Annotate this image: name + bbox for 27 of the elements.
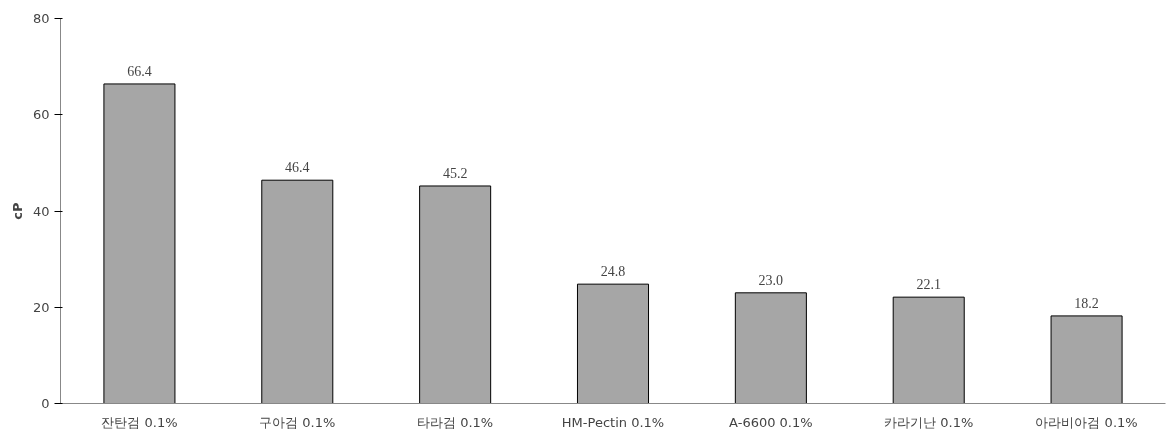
- bar: [419, 185, 492, 404]
- data-label: 24.8: [600, 264, 626, 280]
- y-tick-label: 60: [32, 107, 50, 123]
- bar: [734, 292, 807, 404]
- x-tick-label: 아라비아검 0.1%: [1035, 414, 1138, 430]
- x-tick-label: 카라기난 0.1%: [884, 414, 974, 430]
- bar: [576, 283, 650, 404]
- y-axis-title: cP: [9, 202, 25, 220]
- x-tick-label: 잔탄검 0.1%: [101, 414, 178, 430]
- y-tick-label: 80: [32, 11, 50, 26]
- bar: [892, 296, 965, 404]
- y-tick-label: 0: [41, 396, 50, 411]
- bar: [261, 179, 334, 404]
- bar: [1050, 315, 1123, 404]
- data-label: 22.1: [916, 277, 941, 293]
- data-label: 46.4: [285, 160, 310, 176]
- data-label: 18.2: [1074, 295, 1099, 311]
- y-tick-label: 40: [32, 203, 50, 219]
- x-tick-label: HM-Pectin 0.1%: [561, 414, 665, 430]
- data-label: 45.2: [442, 165, 468, 181]
- data-label: 66.4: [127, 63, 152, 79]
- y-tick-label: 20: [32, 299, 50, 315]
- x-tick-label: 타라검 0.1%: [417, 414, 494, 430]
- bar: [103, 83, 176, 404]
- x-tick-label: A-6600 0.1%: [729, 414, 813, 430]
- x-tick-label: 구아검 0.1%: [259, 414, 336, 430]
- data-label: 23.0: [758, 272, 784, 288]
